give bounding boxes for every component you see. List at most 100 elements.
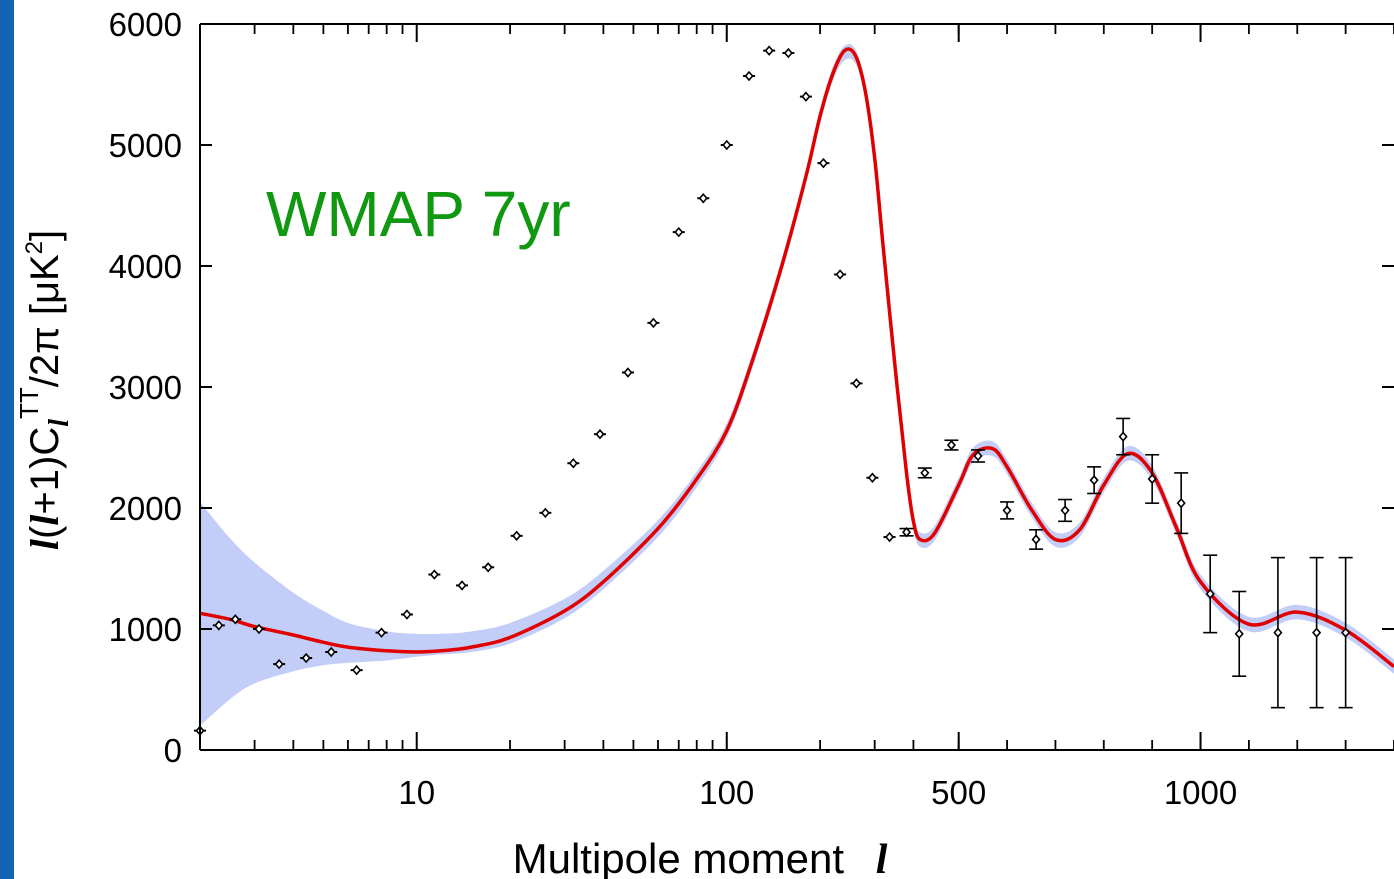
data-point	[817, 157, 830, 169]
y-tick-label: 6000	[109, 6, 182, 43]
data-marker	[835, 269, 845, 280]
y-tick-label: 4000	[109, 248, 182, 285]
data-points-layer	[194, 45, 1353, 736]
data-marker	[698, 193, 708, 204]
data-point	[350, 664, 363, 676]
data-marker	[722, 139, 732, 151]
data-point	[697, 193, 710, 204]
model-line	[199, 47, 1394, 668]
x-tick-label: 10	[398, 774, 435, 811]
data-marker	[1002, 505, 1012, 516]
data-point	[212, 620, 225, 631]
data-marker	[1060, 505, 1070, 516]
data-point	[400, 609, 413, 620]
data-point	[866, 472, 879, 483]
data-point	[1058, 498, 1073, 523]
data-marker	[254, 623, 264, 635]
data-marker	[801, 91, 811, 102]
data-marker	[1089, 474, 1099, 486]
data-marker	[818, 157, 828, 169]
y-tick-label: 2000	[109, 490, 182, 527]
data-point	[229, 614, 242, 625]
data-marker	[648, 317, 658, 329]
data-point	[539, 507, 552, 519]
data-marker	[1118, 431, 1128, 442]
uncertainty-band-layer	[200, 44, 1394, 726]
data-point	[375, 627, 388, 638]
data-marker	[946, 439, 957, 451]
data-point	[1232, 590, 1247, 677]
data-marker	[568, 458, 578, 469]
y-tick-label: 5000	[109, 127, 182, 164]
x-axis-label: Multipole moment l	[513, 835, 888, 879]
tick-labels-layer: 0 1000 2000 3000 4000 5000 6000 10 100 500 1000	[109, 6, 1238, 811]
data-marker	[512, 530, 522, 542]
x-tick-label: 500	[931, 774, 986, 811]
data-point	[1029, 528, 1044, 550]
x-axis-label-text: Multipole moment	[513, 835, 845, 879]
data-point	[917, 467, 932, 479]
data-marker	[1341, 627, 1351, 638]
x-tick-label: 1000	[1164, 774, 1237, 811]
data-point	[834, 269, 847, 280]
data-point	[300, 652, 313, 664]
data-marker	[1273, 627, 1283, 638]
data-point	[273, 658, 286, 670]
data-marker	[402, 609, 412, 620]
data-point	[1270, 556, 1285, 709]
y-tick-label: 3000	[109, 369, 182, 406]
model-line-layer	[199, 47, 1394, 668]
data-marker	[326, 646, 336, 658]
data-marker	[973, 450, 983, 462]
data-marker	[623, 367, 633, 378]
data-marker	[920, 467, 930, 479]
data-point	[720, 139, 733, 151]
data-point	[1174, 472, 1189, 535]
data-marker	[1147, 473, 1157, 485]
y-tick-label: 1000	[109, 611, 182, 648]
data-marker	[376, 627, 387, 638]
data-point	[456, 580, 469, 591]
data-point	[1116, 417, 1131, 456]
data-marker	[214, 620, 224, 631]
axes-layer	[199, 23, 1394, 751]
data-point	[1203, 554, 1218, 634]
uncertainty-band	[200, 44, 1394, 726]
data-marker	[901, 526, 912, 538]
data-marker	[744, 70, 754, 82]
x-axis-label-symbol: l	[876, 837, 888, 879]
data-point	[743, 70, 756, 82]
data-point	[510, 530, 523, 542]
data-point	[1087, 466, 1102, 495]
data-point	[253, 623, 266, 635]
data-marker	[1176, 497, 1186, 509]
data-point	[971, 449, 986, 463]
data-point	[593, 428, 606, 440]
data-point	[799, 91, 812, 102]
data-marker	[884, 531, 895, 543]
data-marker	[867, 472, 877, 483]
x-tick-label: 100	[699, 774, 754, 811]
data-marker	[274, 658, 284, 670]
data-point	[325, 646, 338, 658]
plot-background	[14, 0, 1394, 879]
data-point	[899, 526, 914, 538]
data-point	[1338, 556, 1353, 709]
data-marker	[1031, 534, 1041, 545]
data-point	[883, 531, 896, 543]
data-marker	[352, 664, 362, 676]
data-point	[944, 439, 959, 451]
y-axis-label: l(l+1)ClTT/2π [μK2]	[14, 230, 75, 550]
data-marker	[674, 226, 684, 238]
data-marker	[1234, 628, 1244, 640]
data-marker	[595, 428, 605, 440]
data-point	[782, 47, 795, 59]
data-point	[621, 367, 634, 378]
data-marker	[783, 47, 793, 59]
data-point	[1309, 556, 1324, 709]
data-point	[672, 226, 685, 238]
data-marker	[429, 569, 439, 580]
data-point	[428, 569, 441, 580]
data-point	[850, 378, 863, 389]
